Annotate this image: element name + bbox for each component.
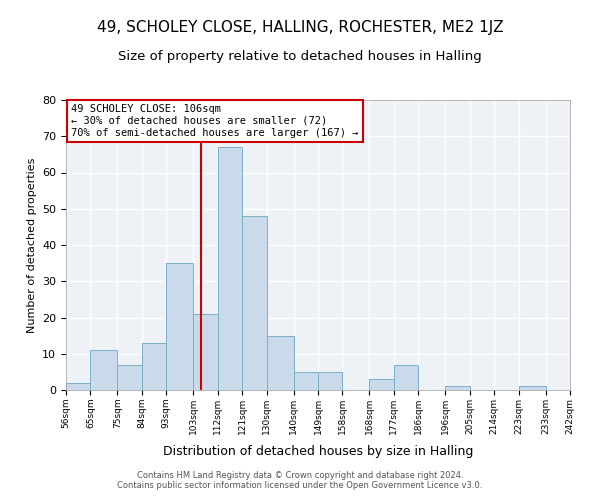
Text: Size of property relative to detached houses in Halling: Size of property relative to detached ho… (118, 50, 482, 63)
Bar (142, 343, 166, 390)
Bar (445, 386, 470, 390)
Bar (193, 314, 218, 390)
Text: Contains HM Land Registry data © Crown copyright and database right 2024.
Contai: Contains HM Land Registry data © Crown c… (118, 470, 482, 490)
Text: 49 SCHOLEY CLOSE: 106sqm
← 30% of detached houses are smaller (72)
70% of semi-d: 49 SCHOLEY CLOSE: 106sqm ← 30% of detach… (71, 104, 359, 138)
Bar (518, 386, 545, 390)
Bar (91, 350, 118, 390)
Bar (118, 364, 142, 390)
Bar (266, 336, 293, 390)
Bar (66, 383, 91, 390)
Bar (394, 364, 418, 390)
Text: 49, SCHOLEY CLOSE, HALLING, ROCHESTER, ME2 1JZ: 49, SCHOLEY CLOSE, HALLING, ROCHESTER, M… (97, 20, 503, 35)
Bar (318, 372, 343, 390)
Bar (218, 147, 242, 390)
Y-axis label: Number of detached properties: Number of detached properties (26, 158, 37, 332)
X-axis label: Distribution of detached houses by size in Halling: Distribution of detached houses by size … (163, 445, 473, 458)
Bar (242, 216, 266, 390)
Bar (370, 379, 394, 390)
Bar (293, 372, 318, 390)
Bar (166, 263, 193, 390)
